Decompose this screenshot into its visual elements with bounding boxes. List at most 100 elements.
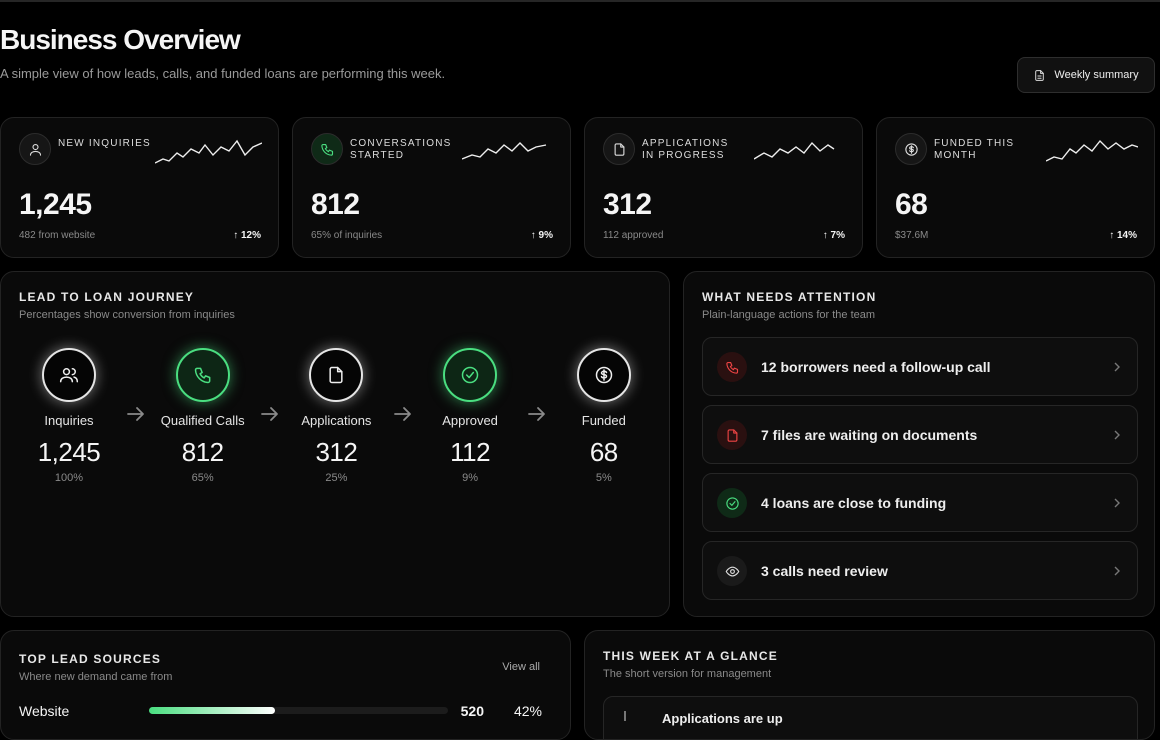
sparkline [154, 139, 263, 167]
item-icon [717, 556, 747, 586]
icon [320, 143, 333, 156]
kpi-card: NEW INQUIRIES 1,245 482 from website ↑ 12% [0, 117, 279, 258]
sparkline-svg [1045, 139, 1139, 162]
journey-subtitle: Percentages show conversion from inquiri… [19, 309, 235, 321]
glance-icon [624, 711, 626, 721]
chevron-icon [1114, 430, 1120, 440]
page-title: Business Overview [0, 24, 241, 55]
attention-item[interactable]: 7 files are waiting on documents [702, 405, 1138, 464]
kpi-value: 812 [311, 188, 360, 221]
stage-percent: 100% [54, 472, 84, 484]
attention-item[interactable]: 4 loans are close to funding [702, 473, 1138, 532]
glance-text: Applications are up [662, 711, 783, 726]
kpi-change: ↑ 12% [233, 230, 261, 241]
stage-icon [443, 348, 498, 402]
stage-label: Approved [442, 413, 498, 428]
attention-subtitle: Plain-language actions for the team [702, 309, 876, 321]
sources-title: TOP LEAD SOURCES [19, 652, 162, 666]
kpi-card: FUNDED THIS MONTH 68 $37.6M ↑ 14% [876, 117, 1155, 258]
stage-label: Qualified Calls [160, 413, 245, 428]
icon [29, 143, 41, 156]
stage-arrow [260, 406, 280, 427]
stage-percent: 65% [191, 472, 214, 484]
icon [725, 361, 738, 374]
kpi-change: ↑ 7% [822, 230, 845, 241]
source-track [149, 707, 448, 714]
item-text: 7 files are waiting on documents [761, 427, 978, 443]
attention-item[interactable]: 12 borrowers need a follow-up call [702, 337, 1138, 396]
sparkline-line [461, 142, 547, 160]
chevron [1113, 564, 1121, 582]
chevron-icon [1114, 362, 1120, 372]
summary-button[interactable]: Weekly summary [1017, 57, 1155, 93]
doc-icon [1035, 69, 1045, 81]
stage-arrow [393, 406, 413, 427]
attention-title: WHAT NEEDS ATTENTION [702, 290, 877, 304]
glance-title: THIS WEEK AT A GLANCE [603, 649, 778, 663]
kpi-change: ↑ 9% [530, 230, 553, 241]
icon [725, 496, 739, 510]
source-value: 520 [460, 703, 484, 719]
item-icon [717, 352, 747, 382]
kpi-note: $37.6M [895, 230, 929, 241]
page-subtitle: A simple view of how leads, calls, and f… [0, 66, 446, 81]
glance-card: THIS WEEK AT A GLANCE The short version f… [584, 630, 1155, 740]
stage-value: 312 [315, 437, 358, 467]
stage-percent: 25% [325, 472, 348, 484]
kpi-note: 482 from website [19, 230, 96, 241]
attention-card: WHAT NEEDS ATTENTION Plain-language actio… [683, 271, 1155, 617]
kpi-label: APPLICATIONS IN PROGRESS [642, 138, 729, 161]
icon [725, 566, 739, 576]
chevron [1113, 428, 1121, 446]
view-all-link[interactable]: View all [502, 661, 540, 673]
kpi-card: APPLICATIONS IN PROGRESS 312 112 approved ↑… [584, 117, 863, 258]
sparkline-svg [154, 139, 263, 164]
item-text: 3 calls need review [761, 563, 888, 579]
icon [59, 368, 79, 383]
sparkline-svg [461, 142, 547, 160]
kpi-value: 68 [895, 188, 928, 221]
top-border [0, 0, 1160, 2]
sources-subtitle: Where new demand came from [19, 671, 173, 683]
chevron-icon [1114, 498, 1120, 508]
arrow [528, 407, 545, 421]
sources-card: TOP LEAD SOURCES Where new demand came fr… [0, 630, 571, 740]
attention-item[interactable]: 3 calls need review [702, 541, 1138, 600]
sparkline [461, 139, 554, 167]
journey-title: LEAD TO LOAN JOURNEY [19, 290, 195, 304]
kpi-icon [895, 133, 927, 165]
kpi-note: 112 approved [603, 230, 664, 241]
stage-label: Inquiries [44, 413, 94, 428]
stage-value: 68 [589, 437, 618, 467]
stage-arrow [527, 406, 547, 427]
source-bar [149, 707, 275, 714]
item-icon [717, 420, 747, 450]
kpi-label: FUNDED THIS MONTH [934, 138, 1015, 161]
stage-value: 812 [181, 437, 224, 467]
sparkline-svg [753, 141, 835, 160]
glance-item: Applications are up [603, 696, 1138, 739]
kpi-value: 1,245 [19, 188, 92, 221]
icon [329, 366, 343, 384]
icon [727, 428, 737, 442]
glance-subtitle: The short version for management [603, 668, 772, 680]
kpi-icon [603, 133, 635, 165]
stage-label: Funded [581, 413, 626, 428]
source-name: Website [19, 703, 70, 719]
sparkline-line [753, 141, 835, 160]
kpi-icon [311, 133, 343, 165]
item-text: 4 loans are close to funding [761, 495, 947, 511]
kpi-change: ↑ 14% [1109, 230, 1137, 241]
kpi-label: NEW INQUIRIES [58, 138, 151, 149]
icon [461, 366, 479, 384]
icon [595, 366, 613, 384]
stage-value: 1,245 [37, 437, 101, 467]
kpi-label: CONVERSATIONS STARTED [350, 138, 452, 161]
stage-arrow [126, 406, 146, 427]
arrow [127, 407, 144, 421]
button-label: Weekly summary [1054, 69, 1139, 81]
chevron [1113, 496, 1121, 514]
icon [194, 367, 211, 384]
kpi-note: 65% of inquiries [311, 230, 383, 241]
